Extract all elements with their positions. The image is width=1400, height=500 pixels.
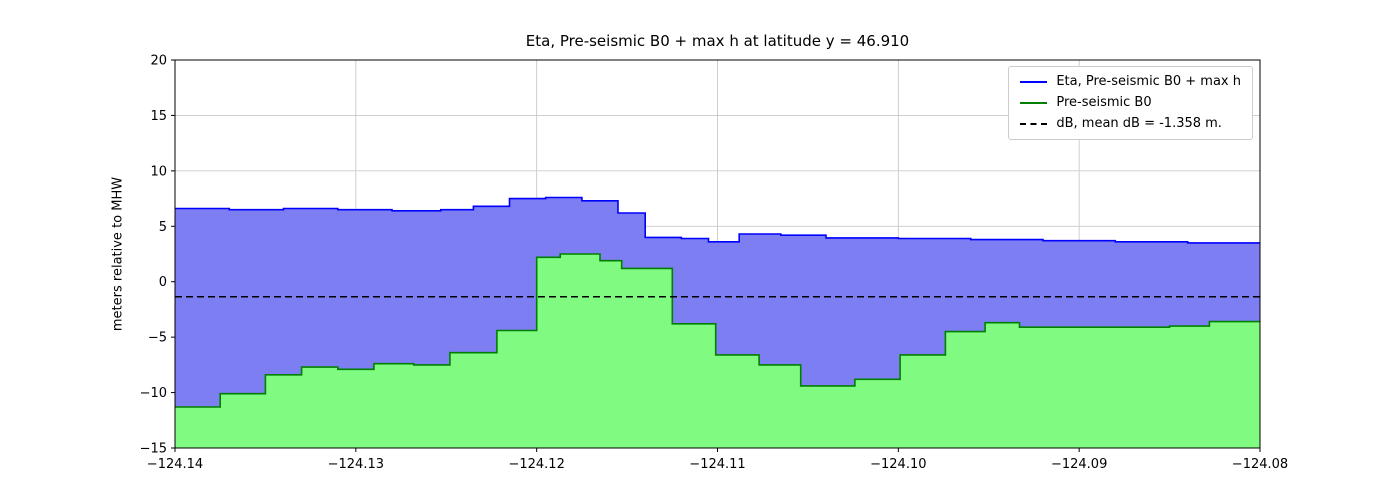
x-tick-label: −124.12 [508,457,564,472]
y-tick-label: 15 [150,109,167,124]
legend-entry: Eta, Pre-seismic B0 + max h [1020,74,1241,89]
y-tick-label: −10 [140,386,167,401]
legend-line-sample [1020,122,1048,125]
y-tick-label: 10 [150,164,167,179]
legend-line-sample [1020,80,1048,83]
y-tick-label: 20 [150,54,167,69]
y-tick-label: −15 [140,442,167,457]
x-tick-label: −124.11 [689,457,745,472]
x-tick-label: −124.10 [870,457,926,472]
y-tick-label: 5 [159,220,167,235]
preseismic-b0-line [175,253,1260,408]
eta-line [175,196,1260,244]
legend: Eta, Pre-seismic B0 + max h Pre-seismic B… [1008,66,1253,140]
legend-entry: Pre-seismic B0 [1020,95,1241,110]
preseismic-b0-fill [175,254,1260,448]
legend-label: dB, mean dB = -1.358 m. [1056,116,1222,131]
x-tick-label: −124.08 [1232,457,1288,472]
y-tick-label: −5 [148,331,167,346]
legend-label: Eta, Pre-seismic B0 + max h [1056,74,1241,89]
y-tick-label: 0 [159,275,167,290]
x-tick-label: −124.09 [1051,457,1107,472]
x-tick-label: −124.13 [328,457,384,472]
x-tick-label: −124.14 [147,457,203,472]
legend-line-sample [1020,101,1048,104]
legend-entry: dB, mean dB = -1.358 m. [1020,116,1241,131]
y-axis-label: meters relative to MHW [110,176,126,332]
chart-title: Eta, Pre-seismic B0 + max h at latitude … [525,32,910,50]
eta-fill [175,197,1260,407]
legend-label: Pre-seismic B0 [1056,95,1152,110]
